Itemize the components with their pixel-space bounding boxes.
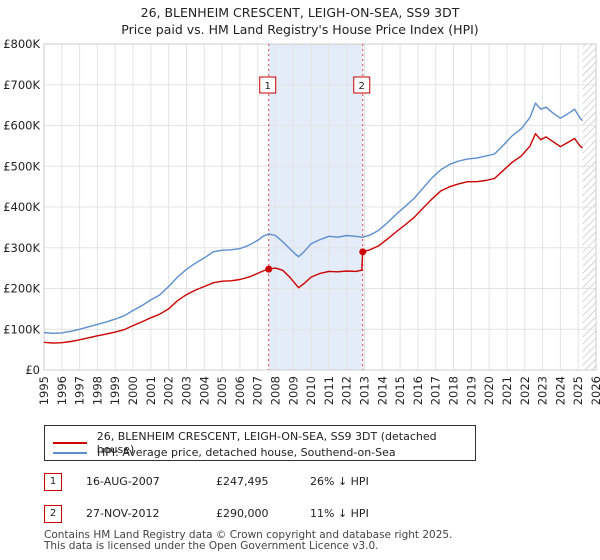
x-tick-label: 2011 [322,376,336,405]
attribution-line-2: This data is licensed under the Open Gov… [44,540,379,552]
sale-point [359,248,367,256]
sale-hpi-delta: 11% ↓ HPI [310,507,369,520]
x-tick-label: 2014 [375,376,389,405]
sale-point [265,265,273,273]
x-tick-label: 2005 [215,376,229,405]
chart-subtitle: Price paid vs. HM Land Registry's House … [121,22,479,37]
x-tick-label: 2022 [518,376,532,405]
sale-date: 27-NOV-2012 [86,507,160,520]
y-tick-label: £500K [3,159,40,173]
sale-badge: 1 [44,473,62,491]
x-tick-label: 2024 [553,376,567,405]
x-tick-label: 2015 [393,376,407,405]
legend-line-property [53,442,87,444]
x-tick-label: 2009 [286,376,300,405]
price-chart: £0 £100K £200K £300K £400K £500K £600K £700K £80… [3,37,600,405]
y-tick-label: £400K [3,200,40,214]
legend-line-hpi [53,451,87,454]
property-price-line [43,133,584,344]
x-tick-label: 2003 [179,376,193,405]
x-tick-label: 2023 [536,376,550,405]
x-tick-label: 2025 [571,376,585,405]
y-tick-label: £300K [3,241,40,255]
x-tick-label: 2016 [411,376,425,405]
legend-label-hpi: HPI: Average price, detached house, Sout… [97,446,396,459]
legend-item-property: 26, BLENHEIM CRESCENT, LEIGH-ON-SEA, SS9… [53,430,475,456]
y-tick-label: £0 [25,363,40,377]
x-tick-label: 2000 [126,376,140,405]
x-tick-label: 2019 [464,376,478,405]
x-tick-label: 2018 [447,376,461,405]
y-tick-label: £800K [3,37,40,51]
x-tick-label: 2010 [304,376,318,405]
x-tick-label: 2002 [162,376,176,405]
y-tick-label: £700K [3,78,40,92]
sale-number-box [353,76,371,94]
x-tick-label: 2004 [197,376,211,405]
x-tick-label: 2020 [482,376,496,405]
x-tick-label: 1999 [108,376,122,405]
sale-number-label: 2 [359,81,365,92]
x-tick-label: 1996 [55,376,69,405]
sale-date: 16-AUG-2007 [86,475,160,488]
x-tick-label: 2021 [500,376,514,405]
legend-item-hpi: HPI: Average price, detached house, Sout… [53,446,396,459]
legend-label-property: 26, BLENHEIM CRESCENT, LEIGH-ON-SEA, SS9… [96,430,437,456]
y-tick-label: £100K [3,322,40,336]
legend: 26, BLENHEIM CRESCENT, LEIGH-ON-SEA, SS9… [44,425,476,461]
attribution: Contains HM Land Registry data © Crown c… [44,530,452,552]
x-tick-label: 2006 [233,376,247,405]
chart-title: 26, BLENHEIM CRESCENT, LEIGH-ON-SEA, SS9… [140,5,460,20]
y-tick-label: £200K [3,282,40,296]
x-tick-label: 2012 [340,376,354,405]
attribution-line-1: Contains HM Land Registry data © Crown c… [44,529,453,541]
x-tick-label: 2007 [251,376,265,405]
x-tick-label: 2017 [429,376,443,405]
hpi-line [43,102,584,334]
x-tick-label: 1998 [90,376,104,405]
x-tick-label: 2026 [589,376,600,405]
x-tick-label: 2008 [268,376,282,405]
sale-badge: 2 [44,505,62,523]
sale-number-label: 1 [265,81,271,92]
x-tick-label: 1995 [37,376,51,405]
sale-price: £290,000 [216,507,269,520]
sale-number-box [259,76,277,94]
x-tick-label: 2013 [358,376,372,405]
x-tick-label: 1997 [73,376,87,405]
plot-frame [43,43,597,371]
x-tick-label: 2001 [144,376,158,405]
sale-price: £247,495 [216,475,269,488]
y-tick-label: £600K [3,119,40,133]
sale-hpi-delta: 26% ↓ HPI [310,475,369,488]
